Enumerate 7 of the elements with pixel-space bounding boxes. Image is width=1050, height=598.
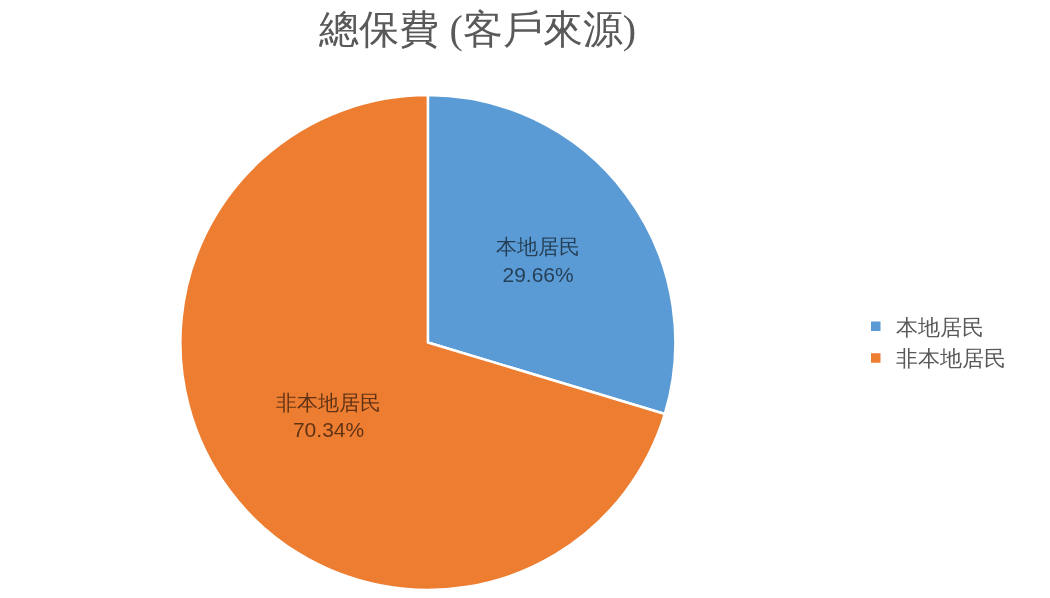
slice-label: 非本地居民 bbox=[276, 391, 382, 415]
legend-label: 本地居民 bbox=[895, 314, 984, 340]
chart-title: 總保費 (客戶來源) bbox=[318, 6, 637, 52]
legend-label: 非本地居民 bbox=[895, 346, 1006, 372]
data-label: 70.34% bbox=[292, 418, 365, 442]
slice-label: 本地居民 bbox=[496, 235, 581, 259]
data-label: 29.66% bbox=[502, 262, 574, 286]
